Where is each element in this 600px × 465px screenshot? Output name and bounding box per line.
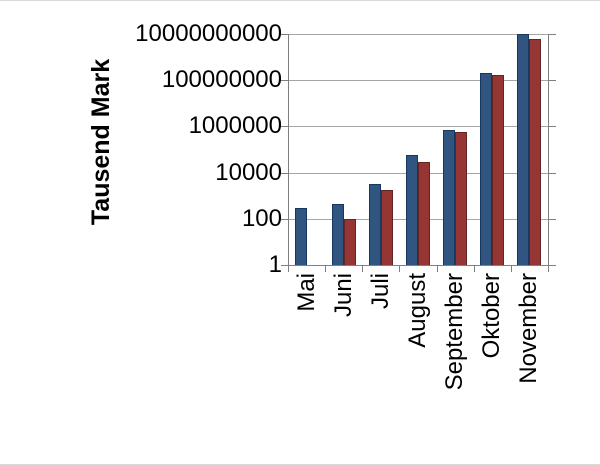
y-axis-line-right — [548, 34, 549, 265]
gridline — [288, 126, 548, 127]
bar-blue-november — [517, 34, 530, 265]
x-axis-line — [281, 265, 556, 266]
y-tick-label: 100 — [241, 205, 282, 232]
bar-dark-red-oktober — [492, 74, 505, 265]
y-axis-line-left — [288, 34, 289, 265]
bar-dark-red-juli — [380, 190, 393, 265]
y-axis-tick-right — [548, 80, 556, 81]
x-category-label: November — [515, 273, 543, 384]
bar-dark-red-juni — [343, 218, 356, 265]
y-axis-tick-left — [281, 126, 288, 127]
y-tick-label: 1 — [268, 251, 282, 278]
y-axis-tick-left — [281, 80, 288, 81]
x-axis-tick — [437, 265, 438, 272]
x-axis-tick — [362, 265, 363, 272]
y-axis-tick-left — [281, 34, 288, 35]
bar-blue-september — [443, 129, 456, 265]
bar-blue-juni — [331, 203, 344, 265]
x-category-label: September — [441, 273, 469, 391]
gridline — [288, 80, 548, 81]
x-axis-tick — [474, 265, 475, 272]
x-category-label: Oktober — [478, 273, 506, 359]
x-axis-tick — [548, 265, 549, 272]
y-axis-tick-right — [548, 219, 556, 220]
y-axis-tick-right — [548, 126, 556, 127]
y-axis-tick-right — [548, 173, 556, 174]
bar-dark-red-september — [455, 132, 468, 265]
x-category-label: August — [404, 273, 431, 348]
x-category-label: Juli — [366, 273, 394, 310]
x-axis-tick — [325, 265, 326, 272]
x-category-label: Juni — [329, 273, 357, 318]
bar-dark-red-november — [529, 39, 542, 265]
bar-blue-mai — [294, 208, 307, 265]
x-category-label: Mai — [292, 273, 320, 312]
bar-dark-red-august — [418, 161, 430, 265]
x-axis-tick — [399, 265, 400, 272]
x-axis-tick — [511, 265, 512, 272]
bar-blue-oktober — [480, 73, 493, 265]
y-tick-label: 10000000000 — [135, 20, 282, 47]
y-axis-tick-left — [281, 173, 288, 174]
y-axis-tick-left — [281, 219, 288, 220]
y-tick-label: 1000000 — [188, 112, 282, 139]
y-tick-label: 100000000 — [161, 66, 282, 93]
y-axis-tick-right — [548, 34, 556, 35]
bar-blue-juli — [368, 183, 381, 265]
bar-blue-august — [406, 155, 418, 265]
y-tick-label: 10000 — [215, 159, 282, 186]
gridline — [288, 34, 548, 35]
x-axis-tick — [288, 265, 289, 272]
